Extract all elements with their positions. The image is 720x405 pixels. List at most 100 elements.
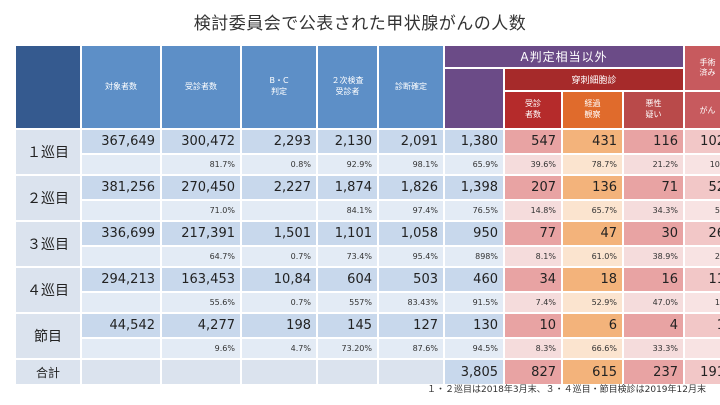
table-cell-value: 207 xyxy=(505,176,561,199)
table-cell-percent xyxy=(82,247,160,266)
table-cell-percent: 55.6% xyxy=(162,293,240,312)
table-cell-percent: 76.5% xyxy=(445,201,503,220)
table-cell-value: 547 xyxy=(505,130,561,153)
table-cell-value: 77 xyxy=(505,222,561,245)
table-cell-value: 10 xyxy=(505,314,561,337)
total-value: 237 xyxy=(624,360,683,384)
table-cell-value: 460 xyxy=(445,268,503,291)
row-label: ２巡目 xyxy=(16,176,80,220)
table-cell-value: 11 xyxy=(685,268,720,291)
table-cell-percent: 33.3% xyxy=(624,339,683,358)
table-cell-percent: 14.8% xyxy=(505,201,561,220)
table-cell-percent: 95.4% xyxy=(379,247,443,266)
table-cell-percent: 7.4% xyxy=(505,293,561,312)
header-akusei: 悪性 疑い xyxy=(624,92,683,128)
table-cell-percent: 83.43% xyxy=(379,293,443,312)
table-cell-value: 381,256 xyxy=(82,176,160,199)
table-cell-value: 1,058 xyxy=(379,222,443,245)
table-cell-value: 217,391 xyxy=(162,222,240,245)
table-cell-percent: 8.3% xyxy=(505,339,561,358)
table-cell-value: 127 xyxy=(379,314,443,337)
table-cell-percent: 78.7% xyxy=(563,155,622,174)
table-cell-percent xyxy=(82,201,160,220)
table-cell-percent: 34.3% xyxy=(624,201,683,220)
total-value: 827 xyxy=(505,360,561,384)
header-corner xyxy=(16,46,80,128)
table-cell-value: 71 xyxy=(624,176,683,199)
table-cell-percent: 87.6% xyxy=(379,339,443,358)
table-cell-value: 10,84 xyxy=(242,268,316,291)
table-cell-value: 52 xyxy=(685,176,720,199)
table-cell-percent: 0.7% xyxy=(242,247,316,266)
table-cell-value: 130 xyxy=(445,314,503,337)
table-cell-value: 2,293 xyxy=(242,130,316,153)
table-cell-value: 604 xyxy=(318,268,377,291)
table-cell-percent: 39.6% xyxy=(505,155,561,174)
table-cell-percent: 65.7% xyxy=(563,201,622,220)
footnote: １・２巡目は2018年3月末、３・４巡目・節目検診は2019年12月末 xyxy=(427,385,706,395)
table-cell-value: 336,699 xyxy=(82,222,160,245)
table-cell-percent: 0.8% xyxy=(242,155,316,174)
header-examinees: 受診者数 xyxy=(162,46,240,128)
total-blank-cell xyxy=(82,360,160,384)
table-cell-percent: 11 xyxy=(685,293,720,312)
header-gan: がん xyxy=(685,92,720,128)
table-cell-percent: 4.7% xyxy=(242,339,316,358)
table-cell-value: 1,874 xyxy=(318,176,377,199)
total-blank-cell xyxy=(162,360,240,384)
table-cell-value: 1,826 xyxy=(379,176,443,199)
header-confirmed: 診断確定 xyxy=(379,46,443,128)
table-cell-percent: 52.9% xyxy=(563,293,622,312)
table-cell-value: 1 xyxy=(685,314,720,337)
table-cell-value: 145 xyxy=(318,314,377,337)
header-senshi: 穿刺細胞診 xyxy=(505,69,683,90)
total-blank-cell xyxy=(379,360,443,384)
row-label: ３巡目 xyxy=(16,222,80,266)
total-value: 191 xyxy=(685,360,720,384)
table-cell-value: 18 xyxy=(563,268,622,291)
table-cell-value: 1,398 xyxy=(445,176,503,199)
table-cell-value: 30 xyxy=(624,222,683,245)
table-cell-percent: 73.20% xyxy=(318,339,377,358)
table-cell-percent: 73.4% xyxy=(318,247,377,266)
header-second-exam: ２次検査 受診者 xyxy=(318,46,377,128)
table-cell-value: 503 xyxy=(379,268,443,291)
table-cell-percent: 61.0% xyxy=(563,247,622,266)
table-cell-value: 2,227 xyxy=(242,176,316,199)
table-cell-percent xyxy=(242,201,316,220)
total-blank-cell xyxy=(318,360,377,384)
table-cell-percent: 9.6% xyxy=(162,339,240,358)
table-cell-value: 950 xyxy=(445,222,503,245)
row-label: ４巡目 xyxy=(16,268,80,312)
table-cell-percent: 1 xyxy=(685,339,720,358)
table-cell-value: 4,277 xyxy=(162,314,240,337)
table-cell-value: 44,542 xyxy=(82,314,160,337)
table-cell-value: 2,130 xyxy=(318,130,377,153)
table-cell-percent: 94.5% xyxy=(445,339,503,358)
table-cell-percent: 26 xyxy=(685,247,720,266)
table-cell-percent: 101 xyxy=(685,155,720,174)
table-cell-percent: 66.6% xyxy=(563,339,622,358)
data-table: 対象者数 受診者数 B・C 判定 ２次検査 受診者 診断確定 A判定相当以外 穿… xyxy=(16,46,720,384)
total-blank-cell xyxy=(242,360,316,384)
table-cell-value: 294,213 xyxy=(82,268,160,291)
table-cell-percent: 8.1% xyxy=(505,247,561,266)
header-keika: 経過 観察 xyxy=(563,92,622,128)
table-cell-value: 300,472 xyxy=(162,130,240,153)
table-cell-value: 16 xyxy=(624,268,683,291)
table-cell-value: 1,380 xyxy=(445,130,503,153)
table-cell-value: 367,649 xyxy=(82,130,160,153)
table-cell-value: 102 xyxy=(685,130,720,153)
header-ukeshin: 受診 者数 xyxy=(505,92,561,128)
table-cell-percent: 898% xyxy=(445,247,503,266)
table-cell-percent: 81.7% xyxy=(162,155,240,174)
header-shujutsu: 手術 済み xyxy=(685,46,720,90)
row-label: 節目 xyxy=(16,314,80,358)
table-cell-percent: 21.2% xyxy=(624,155,683,174)
table-cell-percent: 64.7% xyxy=(162,247,240,266)
table-cell-percent: 98.1% xyxy=(379,155,443,174)
table-cell-percent: 0.7% xyxy=(242,293,316,312)
header-subjects: 対象者数 xyxy=(82,46,160,128)
row-label: １巡目 xyxy=(16,130,80,174)
table-cell-percent: 84.1% xyxy=(318,201,377,220)
